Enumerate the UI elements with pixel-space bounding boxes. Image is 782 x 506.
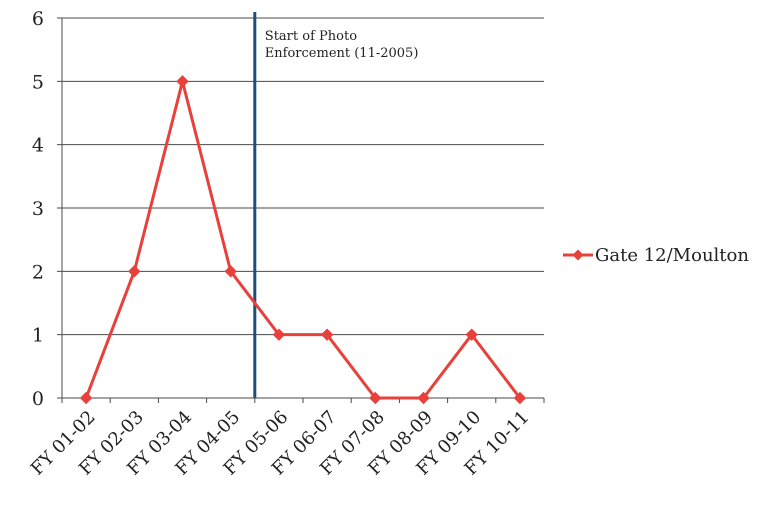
data-point bbox=[369, 391, 382, 405]
vertical-marker-layer: Start of Photo Enforcement (11-2005) bbox=[253, 12, 419, 398]
y-tick-label: 1 bbox=[32, 325, 44, 347]
photo-enforcement-annotation: Enforcement (11-2005) bbox=[265, 46, 419, 61]
data-point bbox=[128, 265, 141, 278]
y-tick-label: 4 bbox=[32, 135, 44, 157]
y-tick-label: 5 bbox=[32, 71, 44, 93]
legend: Gate 12/Moulton bbox=[563, 245, 749, 266]
y-tick-label: 6 bbox=[32, 8, 44, 30]
y-tick-label: 3 bbox=[32, 198, 44, 220]
series-line bbox=[84, 79, 522, 400]
data-point bbox=[176, 75, 189, 88]
data-point bbox=[417, 391, 430, 405]
legend-label: Gate 12/Moulton bbox=[595, 245, 749, 266]
y-tick-label: 2 bbox=[32, 261, 44, 283]
data-point bbox=[79, 391, 93, 405]
legend-marker-swatch bbox=[572, 249, 584, 261]
grid-layer bbox=[62, 17, 544, 336]
data-point bbox=[513, 391, 527, 405]
y-tick-label: 0 bbox=[32, 388, 44, 410]
data-point bbox=[272, 328, 286, 341]
data-point bbox=[224, 265, 237, 278]
series-layer bbox=[79, 75, 527, 405]
photo-enforcement-annotation: Start of Photo bbox=[265, 29, 357, 44]
data-point bbox=[320, 328, 334, 341]
data-point bbox=[465, 328, 478, 341]
